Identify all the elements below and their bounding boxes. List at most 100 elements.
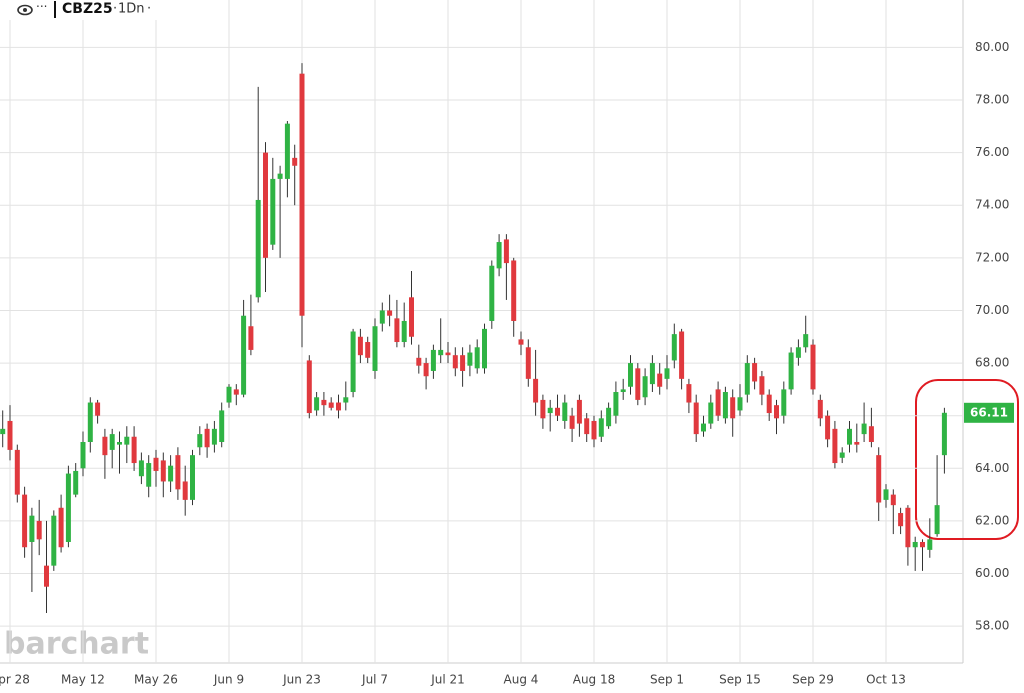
candle-body <box>693 402 699 435</box>
candle-body <box>832 428 838 464</box>
x-tick-label: Sep 15 <box>719 673 761 687</box>
candle-body <box>657 373 663 387</box>
candle-body <box>562 402 568 421</box>
candle-body <box>452 355 458 369</box>
candle-body <box>197 434 203 448</box>
candle-body <box>854 442 860 445</box>
candle-body <box>576 399 582 424</box>
candle-body <box>460 355 466 371</box>
candle-body <box>292 157 298 166</box>
candle-body <box>95 402 101 416</box>
candle-body <box>131 436 137 464</box>
candle-body <box>343 397 349 403</box>
x-tick-label: Jul 21 <box>430 673 465 687</box>
candle-body <box>248 326 254 350</box>
x-tick-label: Aug 4 <box>504 673 539 687</box>
candle-body <box>117 442 122 445</box>
candle-body <box>686 384 692 403</box>
candle-body <box>102 436 108 456</box>
candle-body <box>44 565 49 587</box>
candle-body <box>306 360 312 414</box>
candle-body <box>22 494 28 548</box>
candle-body <box>511 260 517 321</box>
candle-body <box>299 73 305 316</box>
candle-body <box>489 265 495 321</box>
y-tick-label: 80.00 <box>975 40 1009 54</box>
header-bg <box>0 0 160 20</box>
candle-body <box>58 507 64 548</box>
candle-body <box>620 389 626 393</box>
candle-body <box>226 386 232 403</box>
candle-body <box>153 457 159 471</box>
candle-body <box>168 465 174 482</box>
x-tick-label: Sep 1 <box>650 673 684 687</box>
candle-body <box>80 442 86 469</box>
candle-body <box>124 436 130 445</box>
candle-body <box>766 394 772 414</box>
candle-body <box>401 320 407 343</box>
x-tick-label: Jul 7 <box>361 673 388 687</box>
watermark: barchart <box>4 627 149 662</box>
candle-body <box>138 460 144 477</box>
last-price-label: 66.11 <box>970 405 1008 419</box>
candle-body <box>0 428 6 435</box>
candle-body <box>430 349 436 371</box>
x-tick-label: May 12 <box>61 673 105 687</box>
y-tick-label: 64.00 <box>975 461 1009 475</box>
candle-body <box>679 331 685 379</box>
candle-body <box>898 513 904 527</box>
y-tick-label: 76.00 <box>975 145 1009 159</box>
candle-body <box>861 423 867 435</box>
candle-body <box>591 420 597 440</box>
candle-body <box>409 297 414 337</box>
x-tick-label: Jun 9 <box>213 673 244 687</box>
candle-body <box>905 507 911 548</box>
candle-body <box>277 173 283 179</box>
candle-body <box>847 428 852 445</box>
candle-body <box>255 199 261 298</box>
interval: 1Dn <box>118 2 145 17</box>
candle-body <box>204 428 210 448</box>
candle-body <box>423 363 429 377</box>
candle-body <box>263 152 268 258</box>
y-tick-label: 78.00 <box>975 92 1009 106</box>
y-tick-label: 68.00 <box>975 356 1009 370</box>
candle-body <box>241 315 247 395</box>
y-tick-label: 58.00 <box>975 619 1009 633</box>
candle-body <box>387 310 393 316</box>
candle-body <box>664 368 670 379</box>
candle-body <box>350 331 356 393</box>
menu-dots[interactable]: ··· <box>36 0 47 14</box>
candle-body <box>759 376 765 395</box>
candle-body <box>474 347 480 369</box>
candle-body <box>533 378 539 403</box>
y-tick-label: 62.00 <box>975 513 1009 527</box>
candle-body <box>336 402 341 411</box>
highlight-annotation <box>915 379 1019 540</box>
candle-body <box>613 392 619 416</box>
candle-body <box>65 473 71 542</box>
candle-body <box>328 402 334 408</box>
x-tick-label: Sep 29 <box>792 673 834 687</box>
candle-body <box>73 470 79 495</box>
candle-body <box>883 489 889 500</box>
candle-body <box>416 357 422 366</box>
candle-body <box>547 407 553 414</box>
symbol: CBZ25 <box>62 1 113 17</box>
candle-body <box>372 326 378 371</box>
candle-body <box>839 452 845 458</box>
candle-body <box>701 423 706 432</box>
last-price-box <box>964 402 1014 423</box>
y-tick-label: 70.00 <box>975 303 1009 317</box>
candle-body <box>934 505 940 535</box>
candle-body <box>525 347 531 379</box>
candle-body <box>314 397 320 411</box>
candle-body <box>817 399 823 419</box>
candle-body <box>584 418 590 435</box>
candle-body <box>569 415 575 429</box>
candle-body <box>941 412 947 456</box>
candle-body <box>496 242 502 269</box>
candle-body <box>51 515 57 566</box>
